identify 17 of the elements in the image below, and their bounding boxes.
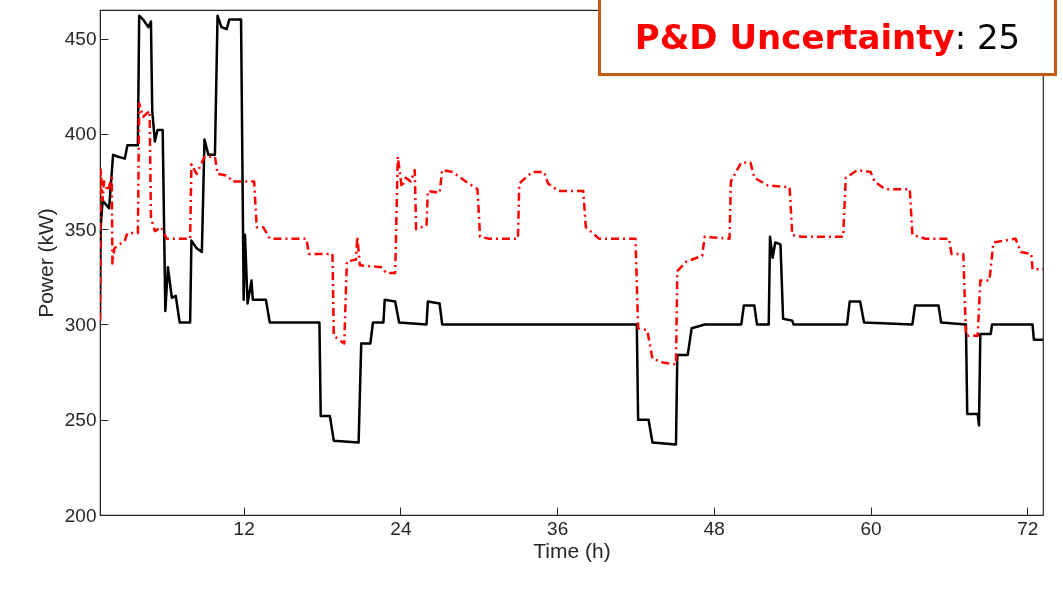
x-axis-title: Time (h): [533, 538, 611, 562]
annotation: P&D Uncertainty: 25: [634, 16, 1021, 57]
y-tick-label: 450: [64, 28, 97, 50]
x-tick-label: 60: [860, 517, 882, 539]
y-tick-label: 350: [64, 218, 97, 240]
y-tick-label: 300: [64, 313, 97, 335]
line-series: [100, 14, 1043, 446]
x-tick-label: 24: [390, 517, 412, 539]
y-axis-title: Power (kW): [33, 208, 57, 318]
y-tick-label: 250: [64, 409, 97, 431]
line-series: [100, 102, 1043, 366]
y-tick-label: 400: [64, 123, 97, 145]
x-tick-label: 12: [233, 517, 255, 539]
x-tick-label: 48: [703, 517, 725, 539]
x-tick-label: 72: [1017, 517, 1039, 539]
x-tick-label: 36: [547, 517, 569, 539]
y-tick-label: 200: [64, 504, 97, 526]
